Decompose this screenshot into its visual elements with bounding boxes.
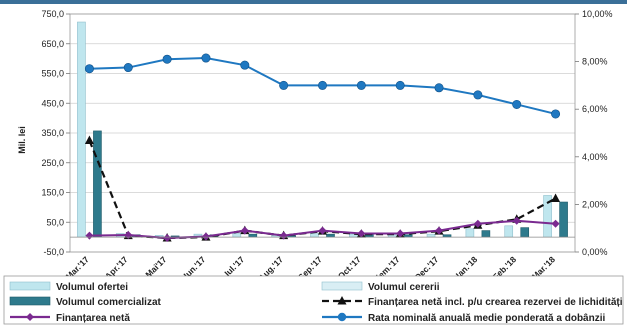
bar [465,228,475,238]
legend-swatch [9,296,51,306]
bar [481,230,491,238]
legend-marker [337,312,347,322]
bar [93,130,102,238]
point-marker [318,226,327,235]
y-tick-label: 450,0 [41,98,64,108]
top-border [0,0,627,4]
line-series [84,53,561,243]
legend-marker [26,313,34,321]
point-marker [357,229,366,238]
bar [426,233,436,238]
point-marker [435,226,444,235]
y-tick-label: 750,0 [41,9,64,19]
legend-label: Rata nominală anuală medie ponderată a d… [368,313,605,324]
point-marker [434,83,444,93]
point-marker [473,90,483,100]
point-marker [396,229,405,238]
y-tick-label: 550,0 [41,69,64,79]
legend: Volumul ofertei Volumul cererii Volumul co… [3,275,624,325]
bar [520,227,530,238]
point-marker [473,219,482,228]
bar [504,225,514,238]
point-marker [84,64,94,74]
point-marker [317,80,327,90]
legend-label: Volumul comercializat [56,297,162,308]
legend-swatch [321,281,363,291]
legend-swatch [9,281,51,291]
y2-tick-label: 6,00% [582,104,608,114]
point-marker [279,231,288,240]
bar [232,233,242,238]
y2-tick-label: 2,00% [582,199,608,209]
y-tick-label: -50,0 [43,247,64,257]
y-tick-label: 50,0 [46,217,64,227]
y-tick-label: 150,0 [41,188,64,198]
bar [559,201,568,238]
point-marker [84,135,94,144]
bar [77,21,86,238]
point-marker [551,219,560,228]
chart-background [0,4,627,326]
y2-tick-label: 8,00% [582,57,608,67]
bar [310,233,319,238]
y-tick-label: 650,0 [41,39,64,49]
point-marker [240,60,250,70]
legend-marker [337,296,347,305]
point-marker [395,80,405,90]
legend-label: Volumul cererii [368,282,440,293]
y2-tick-label: 0,00% [582,247,608,257]
legend-label: Finanțarea netă [56,313,130,324]
legend-label: Finanțarea netă incl. p/u crearea rezerv… [368,297,623,308]
point-marker [356,80,366,90]
y2-tick-label: 4,00% [582,152,608,162]
point-marker [85,231,94,240]
point-marker [512,216,521,225]
point-marker [240,226,249,235]
point-marker [123,63,133,73]
point-marker [279,80,289,90]
point-marker [551,193,561,202]
y-axis-label: Mil. lei [17,126,27,154]
y-tick-label: 350,0 [41,128,64,138]
point-marker [201,232,210,241]
y-tick-label: 250,0 [41,158,64,168]
legend-box [3,275,624,325]
point-marker [201,53,211,63]
point-marker [551,109,561,119]
y2-tick-label: 10,00% [582,9,613,19]
point-marker [162,54,172,64]
bar [326,233,335,238]
legend-label: Volumul ofertei [56,282,128,293]
point-marker [512,99,522,109]
point-marker [163,234,172,243]
bar [248,233,258,238]
